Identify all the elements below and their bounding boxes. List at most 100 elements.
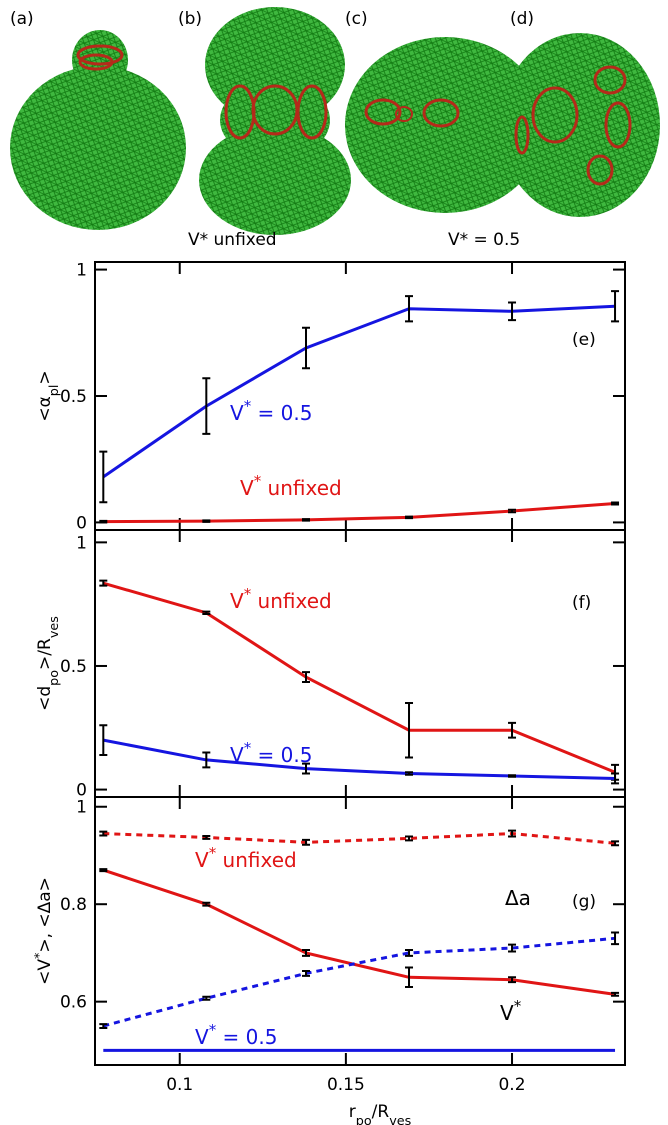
text-part: Δa	[505, 886, 531, 910]
error-bar	[202, 519, 211, 523]
error-bar	[202, 995, 211, 1001]
error-bar	[302, 762, 311, 775]
ring	[78, 53, 114, 71]
y-tick-label: 0.6	[60, 993, 87, 1013]
ring	[296, 84, 328, 140]
error-bar	[99, 450, 108, 504]
text-part: unfixed	[261, 476, 342, 500]
y-axis-label: <αpl>	[35, 370, 62, 421]
error-bar	[202, 834, 211, 840]
error-bar	[508, 301, 517, 322]
series-line	[103, 501, 616, 524]
text-part: *	[244, 739, 252, 757]
annotation: V* unfixed	[195, 844, 297, 872]
y-tick-label: 0.5	[60, 387, 87, 407]
x-tick-label: 0.1	[166, 1075, 193, 1095]
text-part: = 0.5	[216, 1025, 277, 1049]
text-part: >	[35, 370, 55, 384]
text-part: *	[32, 953, 47, 959]
error-bar	[405, 835, 414, 842]
ring	[422, 98, 460, 128]
panel-label: (f)	[572, 593, 591, 613]
error-bar	[99, 1023, 108, 1029]
ring	[604, 101, 632, 149]
error-bar	[508, 943, 517, 953]
error-bar	[405, 702, 414, 759]
error-bar	[99, 830, 108, 837]
text-part: V	[195, 1025, 209, 1049]
text-part: <α	[35, 396, 55, 421]
error-bar	[405, 515, 414, 520]
error-bar	[611, 991, 620, 997]
error-bar	[611, 772, 620, 785]
text-part: V	[230, 589, 244, 613]
error-bar	[611, 840, 620, 847]
panel-label: (e)	[572, 330, 596, 350]
panel-label: (c)	[345, 9, 368, 29]
text-part: *	[209, 844, 217, 862]
text-part: po	[356, 1114, 372, 1125]
y-tick-label: 0.8	[60, 895, 87, 915]
annotation: V* = 0.5	[230, 397, 312, 425]
y-tick-label: 0	[76, 781, 87, 801]
error-bar	[302, 949, 311, 957]
ring	[593, 65, 627, 95]
ring	[76, 44, 124, 66]
text-part: /R	[372, 1102, 390, 1122]
vesicle-images	[10, 7, 660, 235]
y-tick-label: 0.5	[60, 657, 87, 677]
plot-frame	[94, 529, 626, 798]
error-bar	[611, 290, 620, 323]
text-part: *	[209, 1021, 217, 1039]
panel-label: (a)	[10, 9, 34, 29]
series-line	[102, 868, 616, 996]
y-tick-label: 1	[76, 261, 87, 281]
y-tick-label: 1	[76, 798, 87, 818]
text-part: V	[230, 401, 244, 425]
error-bar	[202, 751, 211, 769]
x-tick-label: 0.15	[327, 1075, 365, 1095]
error-bar	[202, 610, 211, 616]
text-part: <d	[35, 686, 55, 711]
text-part: V	[240, 476, 254, 500]
error-bar	[508, 721, 517, 739]
error-bar	[405, 295, 414, 323]
plot-frame	[94, 261, 626, 531]
error-bar	[302, 838, 311, 846]
ring	[531, 86, 579, 144]
plot-frame	[94, 796, 626, 1066]
annotation: Δa	[505, 886, 531, 910]
annotation: V* unfixed	[230, 585, 332, 613]
caption: V* = 0.5	[448, 230, 520, 250]
text-part: *	[244, 397, 252, 415]
text-part: V	[195, 848, 209, 872]
text-part: unfixed	[251, 589, 332, 613]
error-bar	[202, 377, 211, 435]
series-line	[102, 581, 616, 774]
y-axis-label: <V*>, <Δa>	[32, 877, 56, 985]
ring	[395, 106, 413, 122]
error-bar	[302, 326, 311, 370]
text-part: = 0.5	[251, 743, 312, 767]
error-bar	[405, 966, 414, 989]
annotation: V* unfixed	[240, 472, 342, 500]
text-part: ves	[47, 616, 62, 638]
text-part: >/R	[35, 638, 55, 670]
panel-label: (b)	[178, 9, 202, 29]
error-bar	[611, 501, 620, 506]
ring	[514, 115, 530, 155]
panel-label: (d)	[510, 9, 534, 29]
y-tick-label: 0	[76, 513, 87, 533]
error-bar	[508, 508, 517, 514]
text-part: ves	[389, 1114, 411, 1125]
error-bar	[99, 868, 108, 873]
vesicle-b-bottom	[199, 125, 351, 235]
vesicle-b-neck	[220, 80, 330, 160]
text-part: pl	[47, 385, 62, 397]
vesicle-a	[10, 66, 186, 230]
error-bar	[508, 829, 517, 838]
series-line	[103, 738, 616, 780]
text-part: *	[254, 472, 262, 490]
text-part: po	[47, 670, 62, 686]
